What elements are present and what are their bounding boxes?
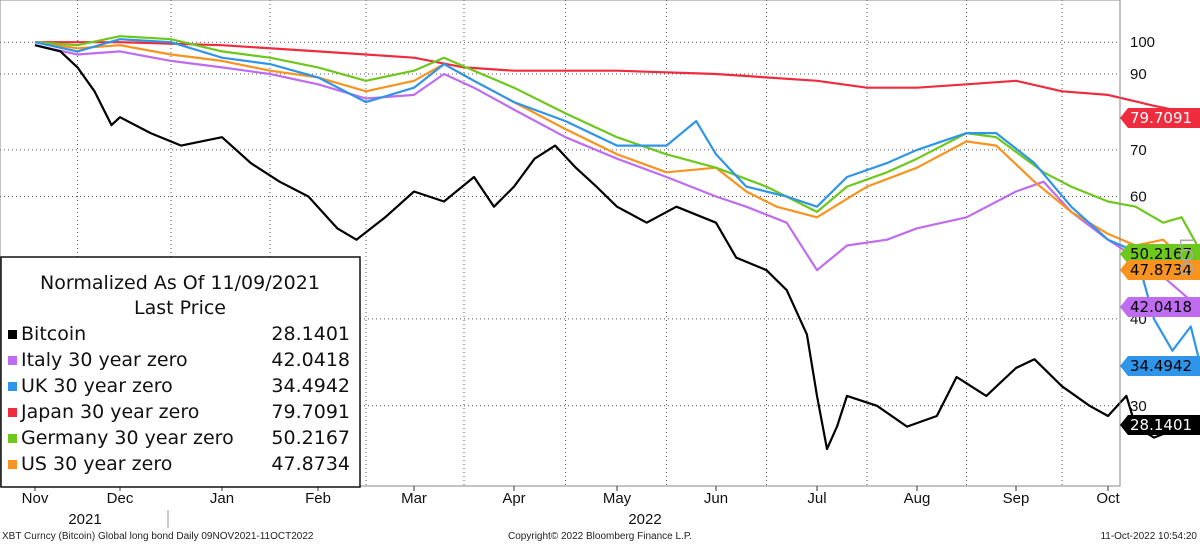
x-tick-label: Aug: [904, 490, 931, 507]
x-axis: Nov Dec Jan Feb Mar Apr May Jun Jul Aug Sep Oct: [22, 486, 1120, 507]
x-tick-label: Mar: [401, 490, 427, 507]
y-tick-label: 70: [1130, 142, 1147, 159]
log-scale-label: LOG: [1176, 238, 1196, 276]
series-line-japan-30-year-zero: [35, 41, 1200, 112]
plot-frame: [0, 0, 1121, 487]
series-line-germany-30-year-zero: [34, 35, 1200, 251]
x-tick-label: Feb: [305, 490, 331, 507]
x-tick-label: Oct: [1096, 490, 1120, 507]
legend-series-value: 34.4942: [271, 375, 350, 397]
footer-description: XBT Curncy (Bitcoin) Global long bond Da…: [2, 531, 314, 542]
legend-swatch: [8, 434, 17, 443]
year-label: 2022: [628, 511, 661, 528]
legend-swatch: [8, 460, 17, 469]
legend-series-name: Germany 30 year zero: [21, 427, 234, 449]
last-price-tag: [1120, 297, 1200, 317]
legend-swatch: [8, 330, 17, 339]
x-tick-label: Jul: [807, 490, 826, 507]
last-price-tag: [1120, 260, 1200, 280]
last-price-tag: [1120, 356, 1200, 376]
legend-series-value: 28.1401: [271, 323, 350, 345]
x-tick-label: Sep: [1003, 490, 1030, 507]
legend-series-value: 50.2167: [271, 427, 350, 449]
legend-box: [0, 256, 361, 488]
footer-timestamp: 11-Oct-2022 10:54:20: [1100, 531, 1197, 542]
legend-swatch: [8, 408, 17, 417]
x-tick-label: May: [603, 490, 632, 507]
series-lines: [34, 35, 1200, 451]
legend-series-name: US 30 year zero: [21, 453, 172, 475]
legend-series-name: UK 30 year zero: [21, 375, 173, 397]
legend-swatch: [8, 356, 17, 365]
legend-series-value: 47.8734: [271, 453, 350, 475]
last-price-tag: [1120, 415, 1200, 435]
y-tick-label: 30: [1130, 398, 1147, 415]
x-tick-label: Jun: [704, 490, 728, 507]
legend-series-name: Bitcoin: [21, 323, 86, 345]
last-price-tag-label: 47.8734: [1130, 261, 1192, 279]
x-tick-label: Nov: [22, 490, 49, 507]
year-label: 2021: [68, 511, 101, 528]
last-price-tag-label: 50.2167: [1130, 245, 1192, 263]
legend: Normalized As Of 11/09/2021 Last Price B…: [0, 256, 361, 488]
x-tick-label: Jan: [210, 490, 234, 507]
year-labels: 2021 2022: [68, 510, 662, 528]
footer-copyright: Copyright© 2022 Bloomberg Finance L.P.: [508, 531, 692, 542]
legend-series-value: 42.0418: [271, 349, 350, 371]
last-price-tag: [1120, 244, 1200, 264]
y-tick-label: 90: [1130, 66, 1147, 83]
last-price-tag-label: 28.1401: [1130, 416, 1192, 434]
legend-series-name: Italy 30 year zero: [21, 349, 188, 371]
y-tick-label: 60: [1130, 188, 1147, 205]
series-line-bitcoin: [34, 44, 1200, 451]
legend-series-name: Japan 30 year zero: [20, 401, 199, 423]
x-tick-label: Dec: [107, 490, 134, 507]
legend-title-line-1: Normalized As Of 11/09/2021: [40, 272, 320, 294]
legend-title-line-2: Last Price: [134, 297, 226, 319]
last-price-tag-label: 42.0418: [1130, 298, 1192, 316]
last-price-tag: [1120, 108, 1200, 128]
legend-series-value: 79.7091: [271, 401, 350, 423]
legend-entries: Bitcoin 28.1401 Italy 30 year zero 42.0418 U…: [8, 323, 350, 475]
series-line-us-30-year-zero: [34, 41, 1200, 266]
legend-swatch: [8, 382, 17, 391]
last-price-tag-label: 79.7091: [1130, 109, 1192, 127]
series-line-uk-30-year-zero: [34, 38, 1200, 364]
x-tick-label: Apr: [502, 490, 525, 507]
y-tick-label: 100: [1130, 34, 1155, 51]
last-price-tag-label: 34.4942: [1130, 357, 1192, 375]
